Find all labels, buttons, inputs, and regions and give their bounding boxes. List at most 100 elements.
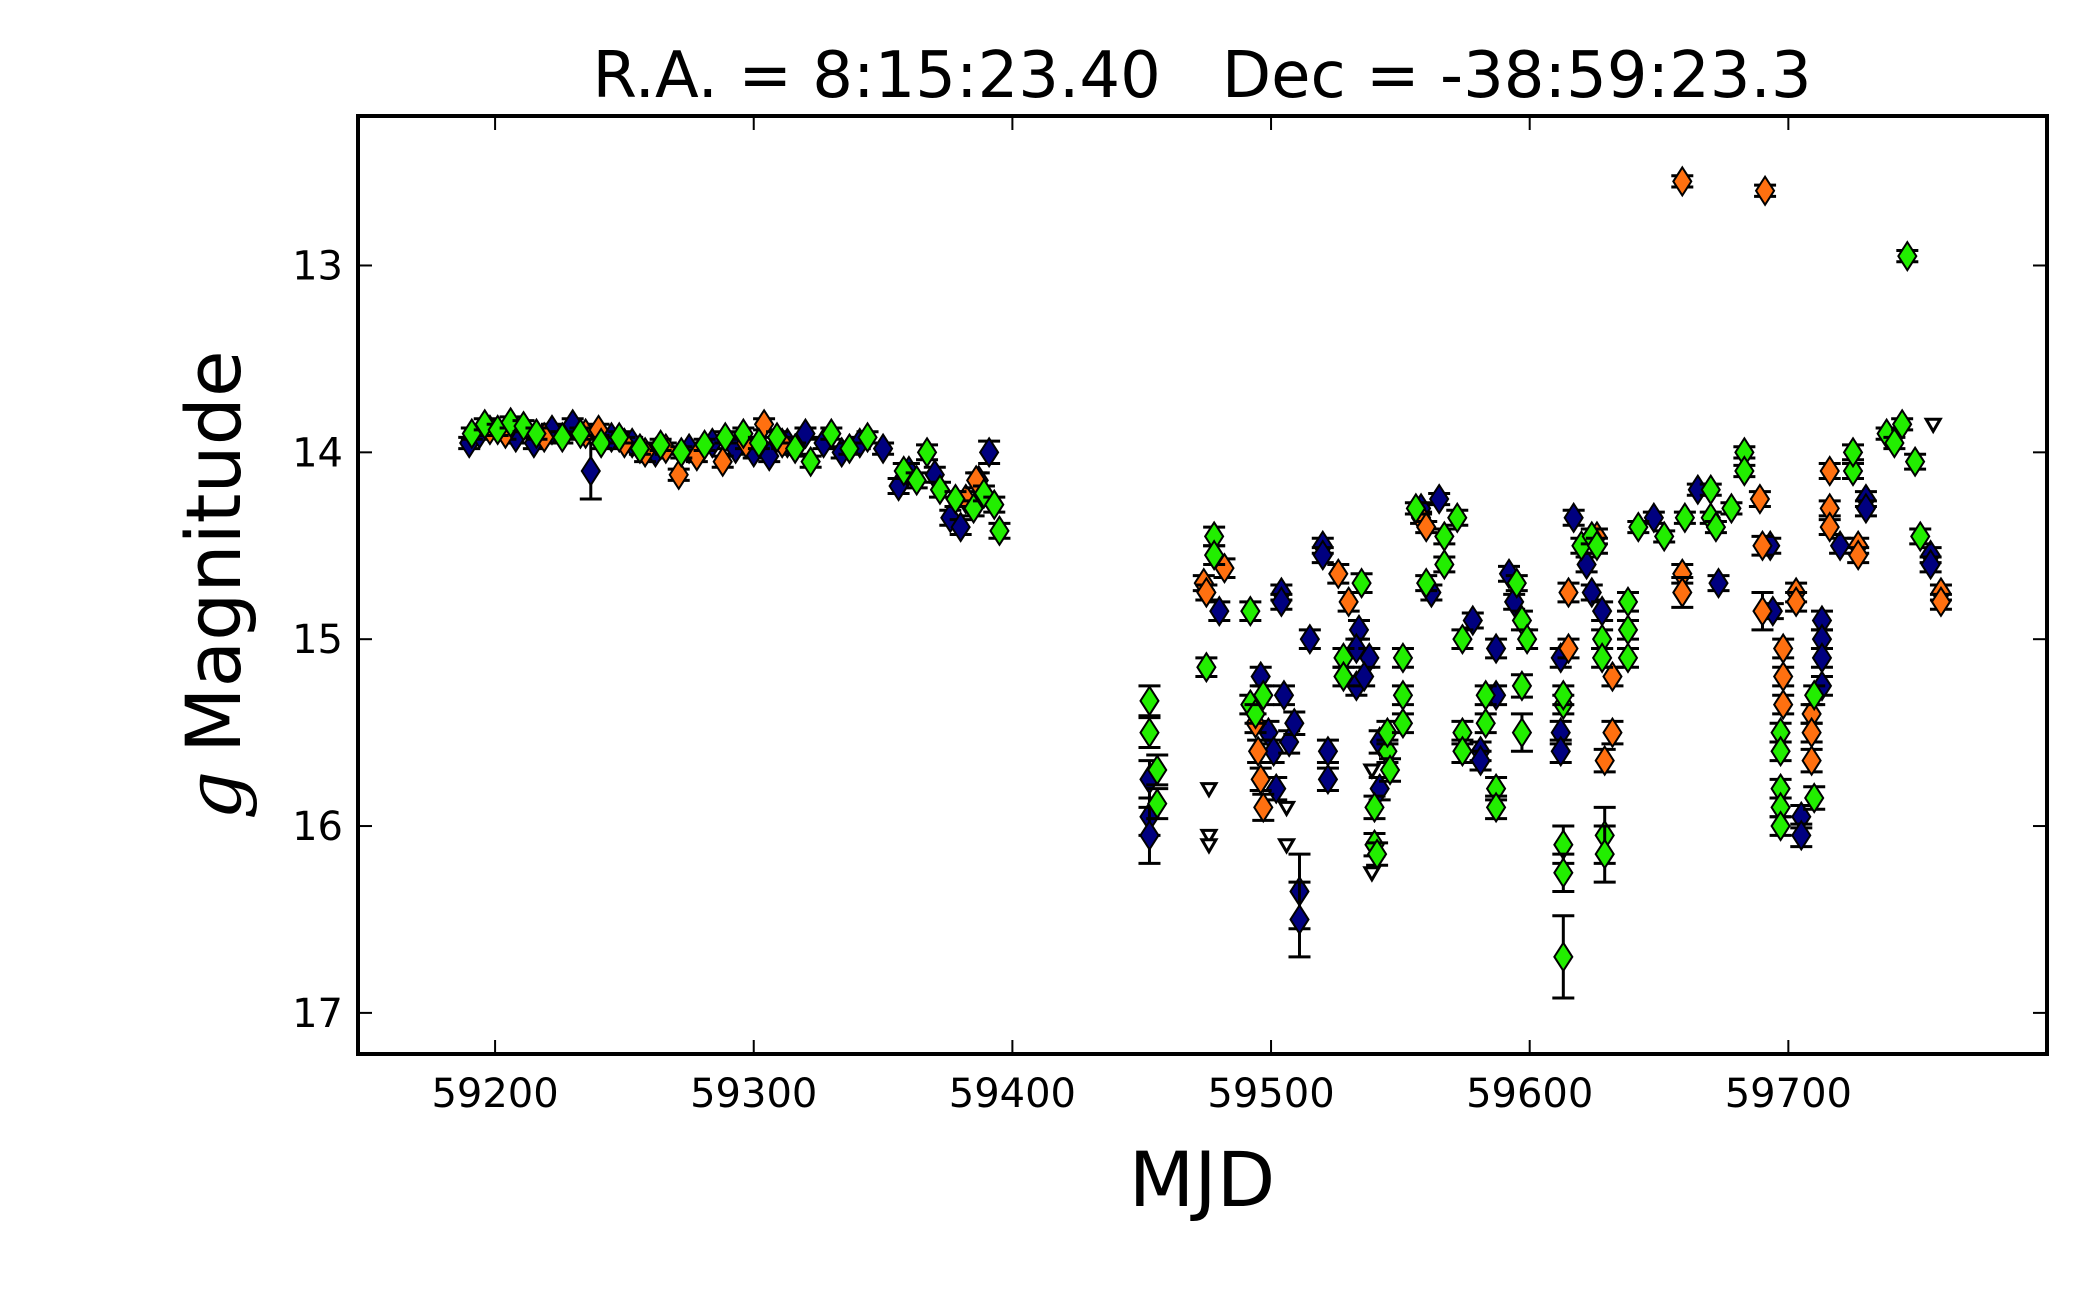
- data-point-green: [1585, 529, 1608, 562]
- diamond-marker: [1284, 707, 1305, 740]
- data-point-green: [1451, 623, 1474, 656]
- data-point-orange: [1785, 585, 1808, 618]
- data-point-orange: [1249, 763, 1272, 796]
- data-point-green: [1350, 567, 1373, 599]
- data-point-orange: [1751, 529, 1774, 562]
- data-point-orange: [1818, 511, 1841, 543]
- diamond-marker: [945, 483, 966, 515]
- diamond-marker: [1209, 595, 1230, 628]
- data-point-navy: [1298, 623, 1321, 656]
- data-point-green: [799, 445, 822, 478]
- diamond-marker: [1842, 436, 1864, 469]
- diamond-marker: [1328, 557, 1349, 590]
- data-point-green: [1552, 679, 1575, 712]
- upper-limit-triangle: [1276, 800, 1297, 818]
- data-point-green: [905, 464, 928, 497]
- diamond-marker: [1550, 735, 1571, 768]
- diamond-marker: [916, 436, 938, 469]
- data-point-green: [1474, 707, 1497, 740]
- diamond-marker: [839, 432, 860, 465]
- data-point-navy: [1485, 632, 1508, 665]
- data-point-green: [1704, 511, 1727, 543]
- data-point-green: [1616, 613, 1639, 646]
- diamond-marker: [1672, 576, 1693, 609]
- diamond-marker: [1196, 576, 1217, 609]
- data-point-green: [1379, 754, 1402, 786]
- x-tick-label: 59400: [949, 1071, 1076, 1117]
- diamond-marker: [1353, 660, 1375, 693]
- data-point-navy: [1829, 529, 1852, 562]
- data-point-navy: [579, 441, 602, 501]
- diamond-marker: [1253, 679, 1274, 712]
- data-point-orange: [1557, 632, 1580, 665]
- diamond-marker: [1602, 716, 1623, 749]
- data-point-orange: [1800, 716, 1823, 749]
- y-axis-label-g: g: [169, 771, 258, 820]
- diamond-marker: [1563, 501, 1584, 534]
- x-tick-label: 59200: [431, 1071, 558, 1117]
- upper-limit-triangle: [1276, 838, 1297, 855]
- diamond-marker: [1829, 529, 1851, 562]
- data-point-green: [1616, 585, 1639, 618]
- diamond-marker: [1847, 539, 1869, 571]
- data-point-navy: [1208, 595, 1231, 628]
- data-point-green: [1616, 642, 1639, 674]
- upper-limit-triangle: [1362, 763, 1382, 780]
- data-point-green: [1673, 501, 1696, 534]
- diamond-marker: [1594, 838, 1615, 870]
- diamond-marker: [609, 421, 630, 454]
- diamond-marker: [1511, 716, 1533, 749]
- diamond-marker: [1819, 511, 1840, 543]
- diamond-marker: [1434, 548, 1455, 581]
- diamond-marker: [1333, 660, 1354, 693]
- data-point-navy: [1353, 660, 1376, 693]
- diamond-marker: [1581, 576, 1602, 609]
- data-point-green: [1733, 436, 1756, 469]
- diamond-marker: [1253, 791, 1274, 824]
- upper-limit-triangle: [1199, 838, 1219, 855]
- diamond-marker: [1506, 567, 1527, 599]
- diamond-marker: [1247, 735, 1269, 768]
- y-tick-label: 13: [292, 243, 343, 289]
- data-point-navy: [978, 436, 1001, 469]
- data-point-orange: [1751, 590, 1774, 632]
- data-point-green: [1195, 651, 1218, 684]
- data-point-green: [649, 429, 672, 461]
- x-tick-label: 59700: [1725, 1071, 1852, 1117]
- diamond-marker: [733, 417, 754, 450]
- data-point-green: [1896, 240, 1919, 272]
- upper-limit-triangle: [1199, 828, 1219, 846]
- data-point-green: [1769, 735, 1792, 768]
- data-point-green: [1366, 838, 1389, 870]
- data-point-orange: [1557, 576, 1580, 609]
- data-point-navy: [1549, 735, 1572, 768]
- data-point-navy: [1591, 595, 1614, 628]
- diamond-marker: [1392, 642, 1414, 674]
- diamond-marker: [1734, 455, 1755, 487]
- plot-area: [458, 165, 1952, 1000]
- diamond-marker: [821, 417, 842, 450]
- data-point-green: [714, 421, 737, 454]
- upper-limit-triangle: [1362, 866, 1382, 883]
- diamond-marker: [1289, 903, 1310, 936]
- data-point-navy: [1580, 576, 1603, 609]
- data-point-green: [1653, 520, 1676, 553]
- diamond-marker: [668, 458, 689, 491]
- data-point-green: [1146, 787, 1169, 821]
- x-tick-label: 59600: [1466, 1071, 1593, 1117]
- diamond-marker: [1511, 670, 1533, 702]
- diamond-marker: [1392, 707, 1414, 740]
- data-point-green: [1239, 595, 1262, 628]
- diamond-marker: [1447, 501, 1468, 534]
- diamond-marker: [1754, 174, 1776, 207]
- data-point-orange: [1671, 165, 1694, 198]
- diamond-marker: [1452, 623, 1473, 656]
- diamond-marker: [1351, 567, 1372, 599]
- data-point-green: [1138, 716, 1161, 750]
- diamond-marker: [694, 429, 715, 461]
- data-point-orange: [1601, 716, 1624, 749]
- y-axis-label-text: Magnitude: [169, 350, 258, 753]
- data-point-green: [1485, 791, 1508, 824]
- diamond-marker: [1904, 445, 1926, 478]
- diamond-marker: [1855, 492, 1877, 525]
